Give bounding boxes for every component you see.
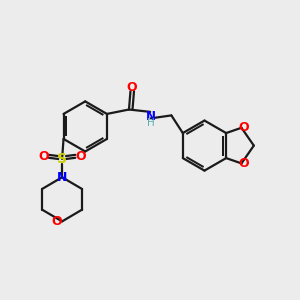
Text: O: O (238, 158, 249, 170)
Text: O: O (38, 150, 49, 163)
Text: H: H (147, 118, 154, 128)
Text: O: O (75, 150, 86, 163)
Text: O: O (238, 121, 249, 134)
Text: O: O (52, 215, 62, 228)
Text: N: N (146, 110, 156, 123)
Text: O: O (127, 81, 137, 94)
Text: S: S (57, 152, 67, 166)
Text: N: N (57, 171, 67, 184)
